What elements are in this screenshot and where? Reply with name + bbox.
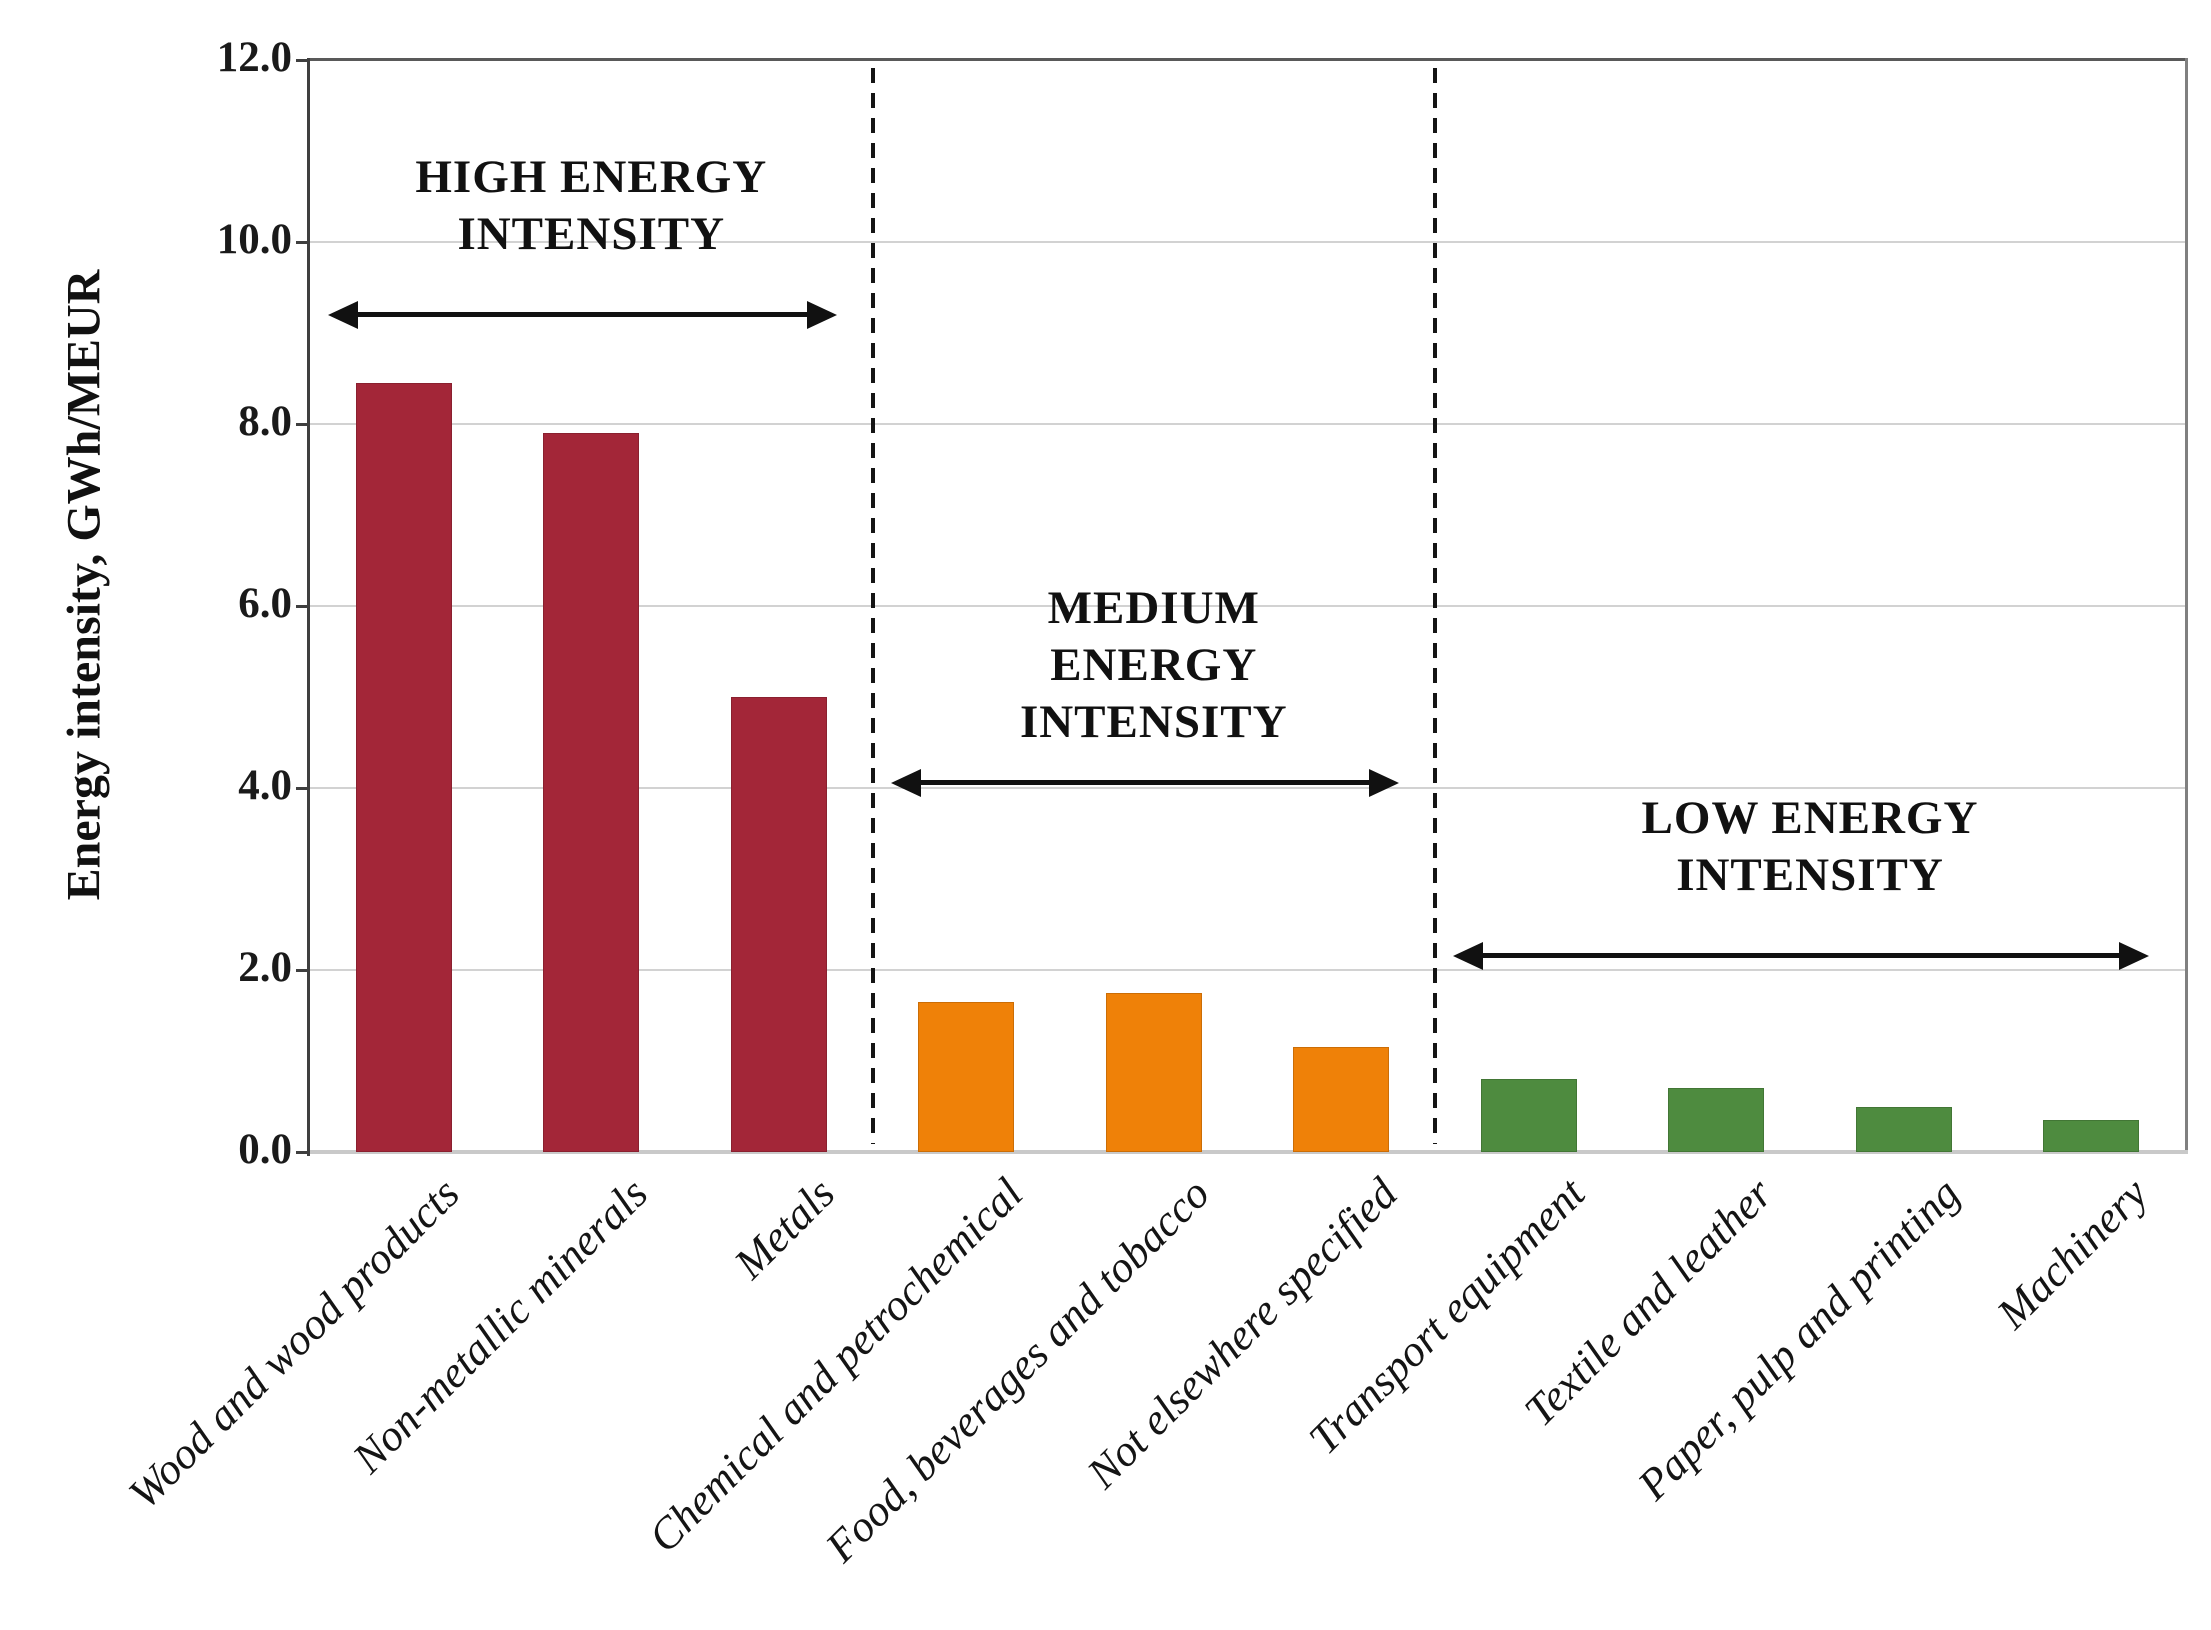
bar-paper-pulp-and-printing (1855, 1106, 1952, 1152)
plot-right-border (2185, 58, 2188, 1154)
arrowhead-right-icon (2119, 942, 2149, 971)
group-annotation-line: INTENSITY (1019, 695, 1288, 748)
y-tick-mark (296, 605, 309, 608)
annotation-arrow-high (328, 300, 837, 330)
gridline-y-2 (310, 969, 2185, 971)
group-separator (1433, 68, 1437, 1144)
group-annotation-line: LOW ENERGY (1641, 792, 1979, 845)
bar-wood-and-wood-products (355, 383, 452, 1152)
arrow-line (912, 780, 1377, 786)
bar-not-elsewhere-specified (1293, 1047, 1390, 1152)
group-annotation-line: ENERGY (1050, 638, 1258, 691)
plot-top-border (309, 58, 2187, 61)
y-tick-label-0.0: 0.0 (238, 1126, 292, 1173)
y-tick-mark (296, 1151, 309, 1154)
group-annotation-line: MEDIUM (1047, 581, 1260, 634)
arrow-line (350, 311, 815, 317)
group-annotation-line: INTENSITY (457, 207, 726, 260)
x-category-label-food-beverages-and-tobacco: Food, beverages and tobacco (816, 1168, 1220, 1572)
gridline-y-10 (310, 241, 2185, 243)
x-category-label-paper-pulp-and-printing: Paper, pulp and printing (1628, 1168, 1970, 1510)
group-annotation-medium: MEDIUM ENERGY INTENSITY (873, 580, 1436, 751)
y-tick-label-4.0: 4.0 (238, 762, 292, 809)
x-category-label-wood-and-wood-products: Wood and wood products (119, 1168, 470, 1519)
y-tick-mark (296, 241, 309, 244)
y-tick-label-2.0: 2.0 (238, 944, 292, 991)
arrowhead-left-icon (328, 300, 358, 329)
x-category-label-machinery: Machinery (1987, 1168, 2157, 1339)
gridline-y-8 (310, 423, 2185, 425)
bar-non-metallic-minerals (543, 433, 640, 1152)
arrowhead-left-icon (1453, 942, 1483, 971)
y-tick-mark (296, 59, 309, 62)
arrowhead-right-icon (806, 300, 837, 329)
bar-textile-and-leather (1668, 1088, 1765, 1152)
arrowhead-right-icon (1369, 769, 1399, 798)
group-separator (870, 68, 875, 1144)
group-annotation-line: INTENSITY (1676, 849, 1944, 902)
group-annotation-low: LOW ENERGY INTENSITY (1435, 790, 2185, 904)
group-annotation-high: HIGH ENERGY INTENSITY (310, 149, 873, 263)
gridline-y-4 (310, 787, 2185, 789)
y-tick-label-10.0: 10.0 (216, 216, 292, 263)
x-axis-baseline (309, 1150, 2188, 1154)
bar-metals (730, 697, 827, 1152)
x-category-label-metals: Metals (724, 1168, 845, 1289)
annotation-arrow-medium (890, 768, 1399, 798)
bar-chemical-and-petrochemical (918, 1001, 1015, 1152)
arrow-line (1475, 953, 2127, 959)
y-tick-mark (296, 969, 309, 972)
y-tick-label-8.0: 8.0 (238, 398, 292, 445)
x-category-label-chemical-and-petrochemical: Chemical and petrochemical (638, 1168, 1032, 1562)
bar-machinery (2043, 1120, 2140, 1152)
group-annotation-line: HIGH ENERGY (415, 150, 768, 203)
y-tick-label-12.0: 12.0 (216, 34, 292, 81)
gridline-y-6 (310, 605, 2185, 607)
bar-transport-equipment (1480, 1079, 1577, 1152)
y-tick-mark (296, 423, 309, 426)
y-tick-label-6.0: 6.0 (238, 580, 292, 627)
x-category-label-not-elsewhere-specified: Not elsewhere specified (1077, 1168, 1407, 1498)
annotation-arrow-low (1453, 941, 2149, 971)
y-tick-mark (296, 787, 309, 790)
bar-food-beverages-and-tobacco (1105, 992, 1202, 1152)
arrowhead-left-icon (890, 769, 921, 798)
